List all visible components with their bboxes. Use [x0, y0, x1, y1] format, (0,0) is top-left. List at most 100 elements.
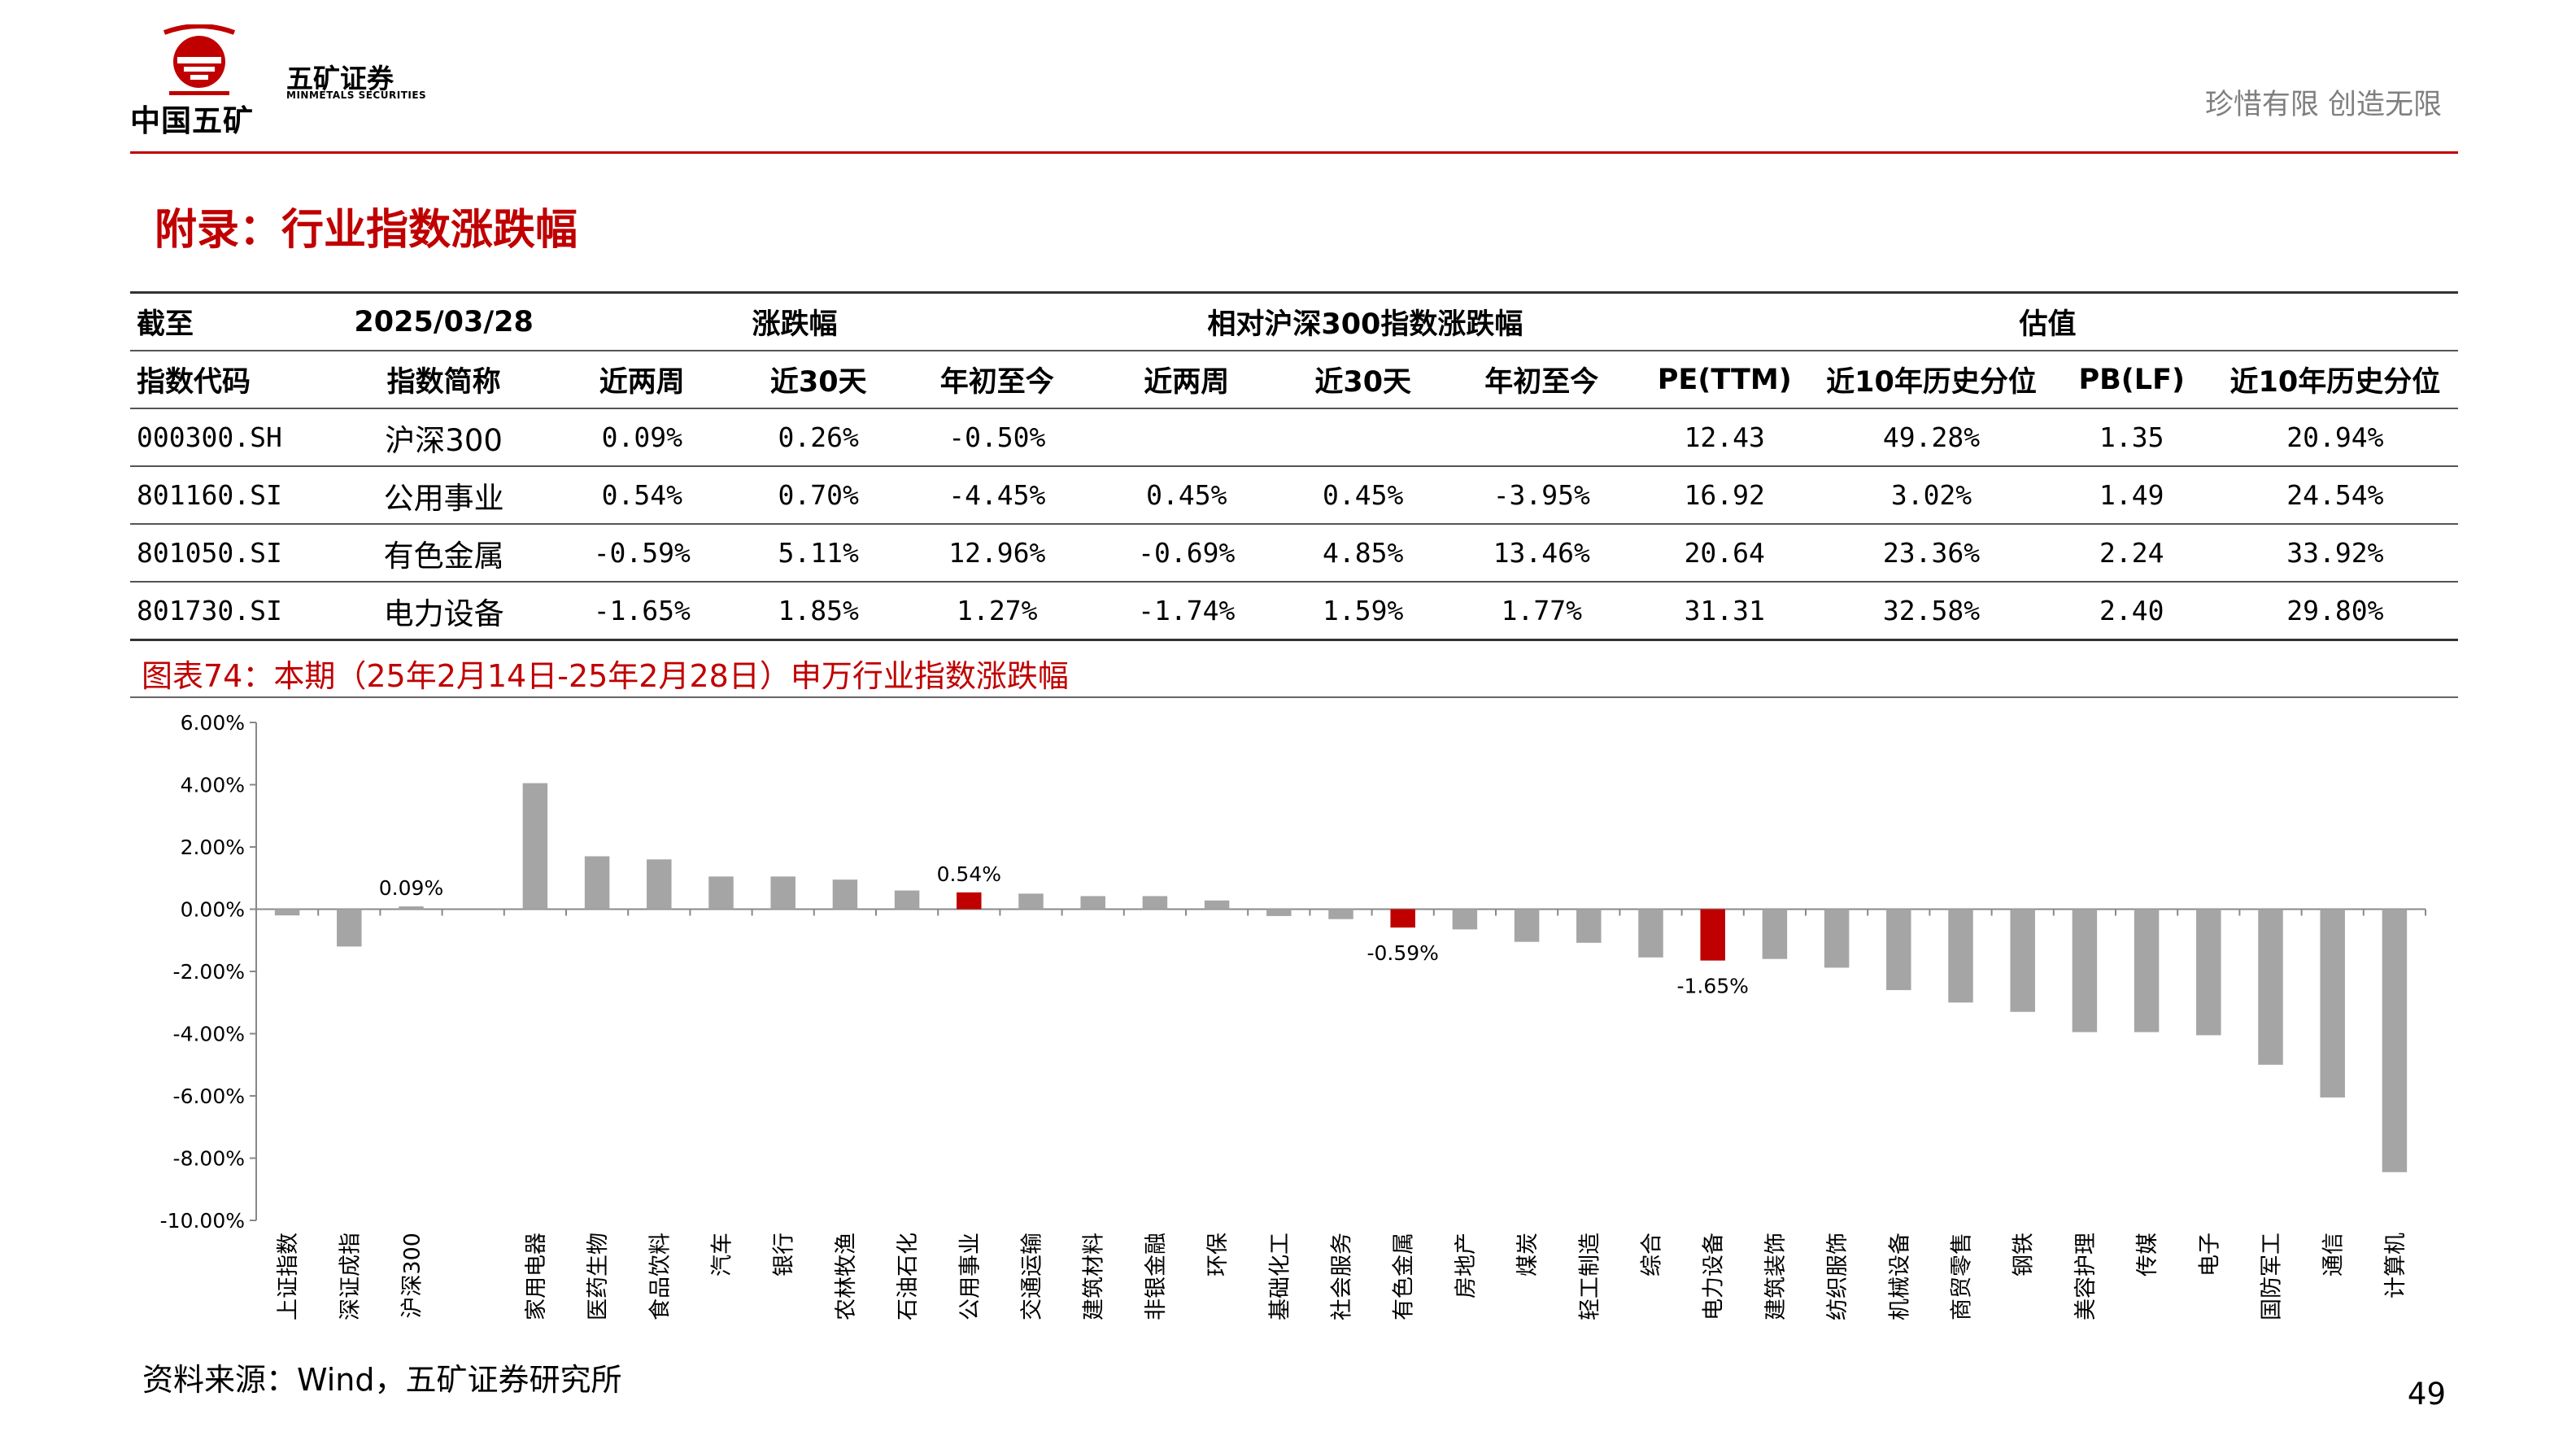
y-tick-label: 6.00% [181, 711, 245, 735]
bar-煤炭 [1514, 909, 1540, 942]
bar-医药生物 [584, 856, 610, 910]
cell-code: 801160.SI [130, 465, 340, 524]
cell-name: 电力设备 [339, 581, 549, 641]
bar-银行 [770, 876, 795, 910]
x-tick-label: 公用事业 [957, 1233, 983, 1320]
x-tick-label: 环保 [1205, 1233, 1231, 1277]
cell: 1.77% [1445, 581, 1638, 641]
y-tick-label: -4.00% [173, 1023, 245, 1046]
column-header: 近10年历史分位 [2212, 350, 2458, 408]
header-group-valuation: 估值 [1637, 291, 2458, 351]
bar-沪深300 [399, 906, 424, 910]
x-tick-label: 社会服务 [1330, 1233, 1355, 1320]
table-row: 801160.SI 公用事业 0.54% 0.70% -4.45% 0.45% … [130, 465, 2458, 524]
column-header: 指数代码 [130, 350, 340, 408]
column-header: 近30天 [1279, 350, 1446, 408]
cell: 20.94% [2212, 408, 2458, 466]
cell: 32.58% [1811, 581, 2051, 641]
cell: 2.40 [2051, 581, 2212, 641]
x-tick-label: 基础化工 [1267, 1233, 1292, 1320]
data-label: 0.54% [937, 862, 1001, 886]
bar-综合 [1638, 909, 1663, 958]
cell [1092, 408, 1280, 466]
column-header: PE(TTM) [1637, 350, 1812, 408]
bar-非银金融 [1142, 896, 1168, 910]
bar-商贸零售 [1948, 909, 1973, 1003]
cell [1279, 408, 1446, 466]
cell: -0.69% [1092, 523, 1280, 582]
y-tick-label: -6.00% [173, 1085, 245, 1108]
cell: 1.27% [900, 581, 1093, 641]
header-group-change: 涨跌幅 [735, 291, 1093, 351]
y-tick-label: -8.00% [173, 1147, 245, 1171]
cell: 13.46% [1445, 523, 1638, 582]
cell: 1.85% [735, 581, 901, 641]
table-header-row-2: 指数代码 指数简称 近两周 近30天 年初至今 近两周 近30天 年初至今 PE… [130, 350, 2458, 408]
cell: -3.95% [1445, 465, 1638, 524]
x-tick-label: 非银金融 [1144, 1233, 1169, 1320]
cell: 29.80% [2212, 581, 2458, 641]
page-number: 49 [2407, 1377, 2446, 1412]
cell: -0.59% [548, 523, 736, 582]
brand-name: 五矿证券 [286, 63, 394, 94]
bar-建筑材料 [1080, 896, 1105, 910]
bar-食品饮料 [647, 859, 672, 910]
cell-name: 公用事业 [339, 465, 549, 524]
bar-纺织服饰 [1824, 909, 1850, 968]
x-tick-label: 医药生物 [586, 1233, 611, 1320]
column-header: 近两周 [548, 350, 736, 408]
bar-家用电器 [522, 783, 548, 910]
cell: 24.54% [2212, 465, 2458, 524]
cell: 12.96% [900, 523, 1093, 582]
data-label: 0.09% [379, 876, 443, 900]
bar-深证成指 [337, 909, 362, 947]
column-header: 近两周 [1092, 350, 1280, 408]
cell: 31.31 [1637, 581, 1812, 641]
y-tick-label: -10.00% [160, 1209, 245, 1233]
y-tick-label: 4.00% [181, 774, 245, 797]
bar-电子 [2196, 909, 2221, 1036]
bar-社会服务 [1328, 909, 1353, 919]
x-tick-label: 房地产 [1454, 1233, 1479, 1298]
page-title: 附录：行业指数涨跌幅 [155, 206, 578, 255]
cell: 0.45% [1279, 465, 1446, 524]
cell: 0.09% [548, 408, 736, 466]
cell-name: 沪深300 [339, 408, 549, 466]
x-tick-label: 电力设备 [1702, 1233, 1727, 1320]
x-tick-label: 上证指数 [276, 1233, 301, 1320]
cell: 1.49 [2051, 465, 2212, 524]
cell [1445, 408, 1638, 466]
x-tick-label: 食品饮料 [647, 1233, 673, 1320]
column-header: 近10年历史分位 [1811, 350, 2051, 408]
x-tick-label: 银行 [772, 1233, 797, 1277]
cell: 12.43 [1637, 408, 1812, 466]
data-label: -1.65% [1676, 975, 1748, 998]
x-tick-label: 通信 [2321, 1233, 2347, 1277]
bar-石油石化 [894, 890, 920, 910]
x-tick-label: 石油石化 [896, 1233, 921, 1320]
table-row: 801050.SI 有色金属 -0.59% 5.11% 12.96% -0.69… [130, 523, 2458, 582]
x-tick-label: 钢铁 [2012, 1233, 2037, 1277]
bar-基础化工 [1266, 909, 1292, 916]
x-tick-label: 深证成指 [338, 1233, 363, 1320]
column-header: 年初至今 [900, 350, 1093, 408]
x-tick-label: 汽车 [710, 1233, 735, 1277]
x-tick-label: 交通运输 [1020, 1233, 1045, 1320]
x-tick-label: 传媒 [2135, 1233, 2160, 1277]
bar-轻工制造 [1576, 909, 1602, 943]
figure-divider [130, 696, 2458, 698]
y-tick-label: -2.00% [173, 960, 245, 984]
figure-caption: 图表74：本期（25年2月14日-25年2月28日）申万行业指数涨跌幅 [142, 658, 1069, 694]
x-tick-label: 家用电器 [524, 1233, 549, 1320]
bar-电力设备 [1700, 909, 1725, 961]
cell: 0.26% [735, 408, 901, 466]
x-tick-label: 沪深300 [400, 1233, 425, 1319]
x-tick-label: 商贸零售 [1950, 1233, 1975, 1320]
x-tick-label: 计算机 [2383, 1233, 2408, 1298]
bar-计算机 [2382, 909, 2408, 1172]
table-row: 801730.SI 电力设备 -1.65% 1.85% 1.27% -1.74%… [130, 581, 2458, 641]
data-label: -0.59% [1366, 941, 1438, 965]
bar-房地产 [1452, 909, 1478, 930]
cell: 4.85% [1279, 523, 1446, 582]
x-tick-label: 建筑装饰 [1763, 1233, 1789, 1320]
